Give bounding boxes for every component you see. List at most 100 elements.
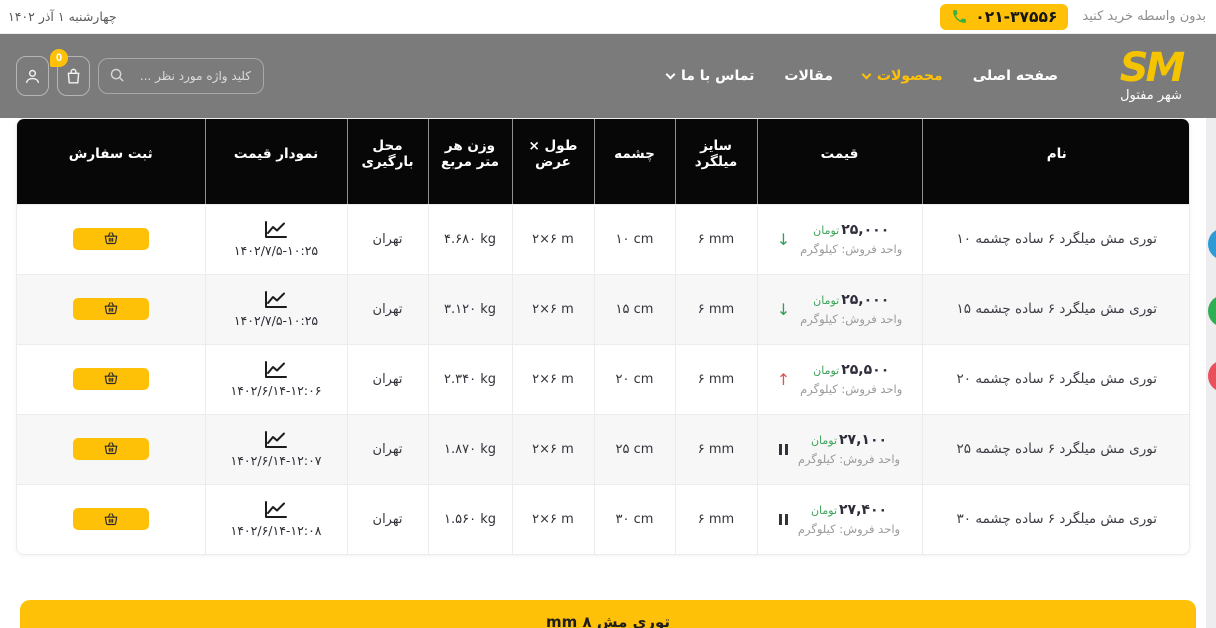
cell-chart: ۱۴۰۲/۷/۵-۱۰:۲۵ xyxy=(204,203,347,274)
search-input[interactable] xyxy=(98,58,264,94)
unit-note: واحد فروش: کیلوگرم xyxy=(800,382,903,396)
category-bar-label: توری مش ۸ mm xyxy=(545,613,670,628)
cell-weight: ۲.۳۴۰ kg xyxy=(427,343,512,414)
price-value: ۲۵,۵۰۰ xyxy=(841,362,890,378)
cell-price: ↓ ↑ ۲۷,۴۰۰تومان واحد فروش: کیلوگرم xyxy=(756,483,922,554)
price-chart-link[interactable]: ۱۴۰۲/۷/۵-۱۰:۲۵ xyxy=(234,290,318,328)
cell-dims: ۲×۶ m xyxy=(511,413,594,484)
social-button-blue[interactable] xyxy=(1208,228,1216,260)
add-to-cart-button[interactable] xyxy=(72,227,149,250)
price-trend-icon: ↓ ↑ xyxy=(778,513,788,525)
cell-mesh: ۲۰ cm xyxy=(593,343,675,414)
nav-item-products[interactable]: محصولات xyxy=(861,68,943,84)
cell-product-name: توری مش میلگرد ۶ ساده چشمه ۱۵ xyxy=(921,273,1189,344)
nav-item-articles[interactable]: مقالات xyxy=(784,68,833,84)
shopping-bag-icon xyxy=(67,68,80,84)
table-header-row: نام قیمت سایز میلگرد چشمه طول × عرض وزن … xyxy=(17,119,1189,204)
product-row: توری مش میلگرد ۶ ساده چشمه ۱۵ ↓ ↑ ۲۵,۰۰۰… xyxy=(17,273,1189,344)
unit-note: واحد فروش: کیلوگرم xyxy=(797,522,901,537)
cell-dims: ۲×۶ m xyxy=(511,273,594,344)
mesh-8mm-category-bar[interactable]: توری مش ۸ mm xyxy=(20,600,1196,628)
no-middleman-text: بدون واسطه خرید کنید xyxy=(1082,9,1206,24)
price-chart-link[interactable]: ۱۴۰۲/۷/۵-۱۰:۲۵ xyxy=(234,220,318,258)
cell-order xyxy=(17,483,205,554)
nav-item-contact[interactable]: تماس با ما xyxy=(665,68,754,84)
price-value: ۲۷,۴۰۰ xyxy=(839,502,888,519)
arrow-up-icon: ↑ xyxy=(776,369,791,389)
price-table-card: نام قیمت سایز میلگرد چشمه طول × عرض وزن … xyxy=(16,118,1190,555)
search-box xyxy=(98,58,264,94)
cell-price: ↓ ↑ ۲۵,۵۰۰تومان واحد فروش: کیلوگرم xyxy=(756,343,922,414)
chart-date: ۱۴۰۲/۶/۱۴-۱۲:۰۷ xyxy=(230,453,322,468)
social-button-red[interactable] xyxy=(1208,360,1216,392)
basket-icon xyxy=(104,302,118,315)
currency-label: تومان xyxy=(810,504,838,518)
price-chart-link[interactable]: ۱۴۰۲/۶/۱۴-۱۲:۰۸ xyxy=(231,500,322,538)
price-chart-link[interactable]: ۱۴۰۲/۶/۱۴-۱۲:۰۷ xyxy=(231,430,322,468)
add-to-cart-button[interactable] xyxy=(72,508,149,530)
logo-monogram: SM xyxy=(1119,45,1186,91)
col-dims: طول × عرض xyxy=(511,119,594,204)
col-weight: وزن هر متر مربع xyxy=(427,119,512,204)
product-row: توری مش میلگرد ۶ ساده چشمه ۱۰ ↓ ↑ ۲۵,۰۰۰… xyxy=(17,203,1189,274)
account-button[interactable] xyxy=(16,56,49,96)
basket-icon xyxy=(104,232,118,245)
cell-mesh: ۲۵ cm xyxy=(593,413,675,484)
add-to-cart-button[interactable] xyxy=(72,297,149,320)
cell-order xyxy=(17,413,205,484)
chart-date: ۱۴۰۲/۶/۱۴-۱۲:۰۶ xyxy=(230,383,322,398)
cell-weight: ۴.۶۸۰ kg xyxy=(427,203,512,274)
add-to-cart-button[interactable] xyxy=(72,437,149,460)
cart-button[interactable]: 0 xyxy=(50,49,90,96)
cell-weight: ۱.۸۷۰ kg xyxy=(427,413,512,484)
price-trend-icon: ↓ ↑ xyxy=(777,230,790,249)
pause-icon xyxy=(778,513,788,525)
line-chart-icon xyxy=(265,431,287,448)
user-icon xyxy=(25,69,40,83)
phone-button[interactable]: ۰۲۱-۳۷۵۵۶ xyxy=(940,3,1069,30)
cell-rebar-size: ۶ mm xyxy=(674,273,757,344)
product-row: توری مش میلگرد ۶ ساده چشمه ۲۰ ↓ ↑ ۲۵,۵۰۰… xyxy=(17,343,1189,414)
cell-origin: تهران xyxy=(346,203,428,274)
col-chart: نمودار قیمت xyxy=(204,119,347,204)
cell-order xyxy=(17,273,205,344)
cell-rebar-size: ۶ mm xyxy=(674,203,757,274)
cell-rebar-size: ۶ mm xyxy=(674,343,757,414)
cell-product-name: توری مش میلگرد ۶ ساده چشمه ۲۰ xyxy=(921,343,1189,414)
cell-origin: تهران xyxy=(346,343,428,414)
basket-icon xyxy=(104,512,118,525)
nav-item-home[interactable]: صفحه اصلی xyxy=(972,68,1058,84)
search-icon xyxy=(110,68,124,82)
price-value: ۲۵,۰۰۰ xyxy=(841,222,890,238)
add-to-cart-button[interactable] xyxy=(72,367,149,390)
col-price: قیمت xyxy=(756,119,922,204)
current-date: چهارشنبه ۱ آذر ۱۴۰۲ xyxy=(8,9,117,24)
unit-note: واحد فروش: کیلوگرم xyxy=(800,312,903,326)
currency-label: تومان xyxy=(810,434,838,447)
cell-rebar-size: ۶ mm xyxy=(674,483,757,554)
chevron-down-icon xyxy=(861,69,872,80)
price-trend-icon: ↓ ↑ xyxy=(777,370,790,389)
cell-origin: تهران xyxy=(346,483,428,554)
cell-dims: ۲×۶ m xyxy=(511,343,594,414)
topbar-right: ۰۲۱-۳۷۵۵۶ بدون واسطه خرید کنید xyxy=(940,3,1206,30)
line-chart-icon xyxy=(265,291,287,308)
social-button-green[interactable] xyxy=(1208,295,1216,327)
cell-mesh: ۱۰ cm xyxy=(593,203,675,274)
line-chart-icon xyxy=(265,501,287,519)
line-chart-icon xyxy=(265,221,287,238)
col-order: ثبت سفارش xyxy=(17,119,205,204)
chevron-down-icon xyxy=(665,69,676,80)
unit-note: واحد فروش: کیلوگرم xyxy=(800,242,903,256)
price-trend-icon: ↓ ↑ xyxy=(777,300,790,319)
price-chart-link[interactable]: ۱۴۰۲/۶/۱۴-۱۲:۰۶ xyxy=(231,360,322,398)
logo-title: شهر مفتول xyxy=(1120,88,1182,103)
cell-chart: ۱۴۰۲/۷/۵-۱۰:۲۵ xyxy=(204,273,347,344)
cell-order xyxy=(17,203,205,274)
cell-chart: ۱۴۰۲/۶/۱۴-۱۲:۰۷ xyxy=(204,413,347,484)
main-nav: صفحه اصلی محصولات مقالات تماس با ما xyxy=(665,68,1058,84)
cell-price: ↓ ↑ ۲۷,۱۰۰تومان واحد فروش: کیلوگرم xyxy=(756,413,922,484)
site-logo[interactable]: SM شهر مفتول xyxy=(1092,45,1210,103)
cell-mesh: ۱۵ cm xyxy=(593,273,675,344)
cart-count-badge: 0 xyxy=(50,49,68,67)
